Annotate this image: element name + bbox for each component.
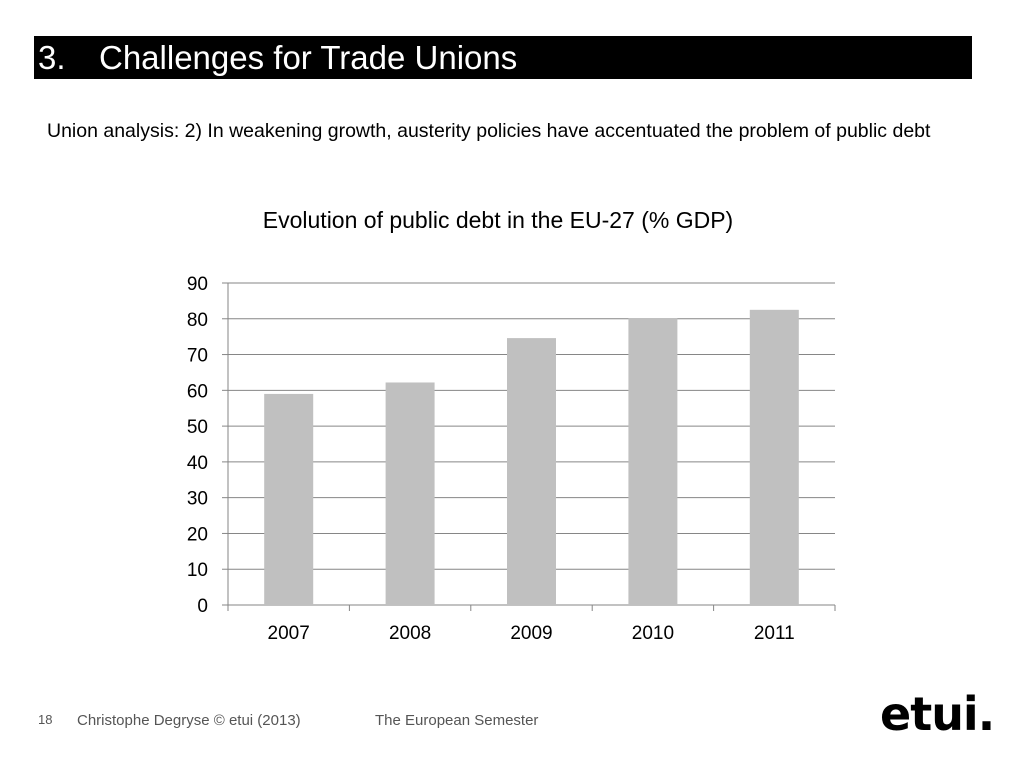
x-tick-label: 2007: [268, 623, 310, 644]
x-tick-label: 2010: [632, 623, 674, 644]
slide-title: Challenges for Trade Unions: [99, 39, 518, 76]
footer-topic: The European Semester: [375, 712, 539, 729]
footer-author: Christophe Degryse © etui (2013): [77, 712, 301, 729]
page-number: 18: [38, 712, 53, 727]
x-tick-label: 2009: [510, 623, 552, 644]
etui-logo: etui.: [880, 687, 995, 741]
y-tick-label: 70: [187, 346, 208, 367]
y-tick-label: 20: [187, 524, 208, 545]
y-tick-label: 60: [187, 381, 208, 402]
y-tick-label: 50: [187, 417, 208, 438]
y-tick-label: 40: [187, 453, 208, 474]
bar-2011: [749, 309, 799, 605]
section-number: 3.: [38, 39, 66, 76]
title-bar: 3. Challenges for Trade Unions: [34, 36, 972, 79]
y-tick-label: 30: [187, 489, 208, 510]
bar-2009: [507, 338, 556, 605]
slide-subtitle: Union analysis: 2) In weakening growth, …: [47, 120, 931, 142]
y-tick-label: 10: [187, 560, 208, 581]
x-tick-label: 2008: [389, 623, 431, 644]
chart-title: Evolution of public debt in the EU-27 (%…: [262, 207, 734, 233]
y-tick-label: 90: [187, 274, 208, 295]
bar-2007: [264, 393, 314, 605]
bar-2008: [385, 382, 435, 605]
x-tick-label: 2011: [754, 623, 795, 644]
y-tick-label: 80: [187, 310, 208, 331]
y-tick-label: 0: [197, 596, 208, 617]
bar-2010: [628, 318, 678, 605]
